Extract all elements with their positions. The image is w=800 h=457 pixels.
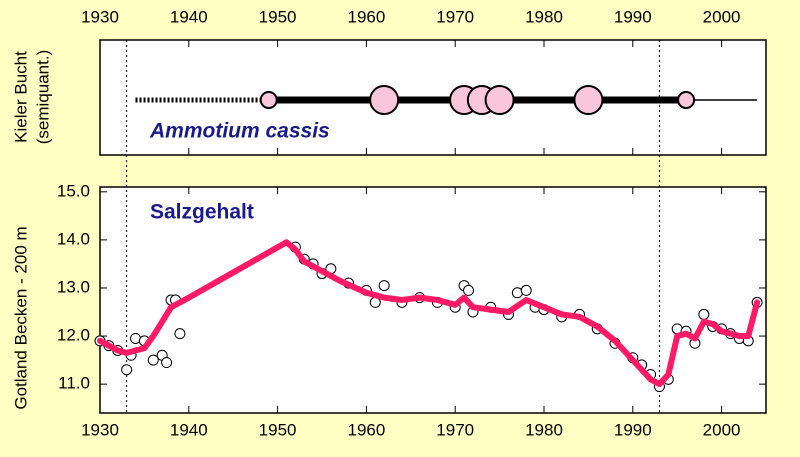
abundance-circle	[369, 85, 400, 115]
y-label: (semiquant.)	[33, 50, 52, 144]
x-tick-label: 2000	[703, 7, 741, 26]
y-tick-label: 13.0	[57, 277, 90, 296]
x-tick-label: 2000	[703, 420, 741, 439]
data-point	[161, 357, 173, 369]
y-tick-label: 12.0	[57, 326, 90, 345]
x-tick-label: 1940	[170, 7, 208, 26]
y-tick-label: 14.0	[57, 229, 90, 248]
y-label: Gotland Becken - 200 m	[11, 226, 30, 409]
x-tick-label: 1930	[81, 7, 119, 26]
species-label: Ammotium cassis	[149, 120, 330, 143]
x-tick-label: 1990	[614, 420, 652, 439]
trend-line	[97, 239, 761, 388]
abundance-circle	[677, 91, 696, 109]
x-tick-label: 1990	[614, 7, 652, 26]
y-tick-label: 15.0	[57, 181, 90, 200]
data-point	[378, 280, 390, 292]
x-tick-label: 1960	[347, 420, 385, 439]
x-tick-label: 1930	[81, 420, 119, 439]
abundance-circle	[484, 85, 515, 115]
data-point	[121, 364, 133, 376]
x-tick-label: 1960	[347, 7, 385, 26]
x-tick-label: 1950	[259, 7, 297, 26]
x-tick-label: 1940	[170, 420, 208, 439]
data-point	[174, 328, 186, 340]
x-tick-label: 1950	[259, 420, 297, 439]
data-point	[698, 308, 710, 320]
x-tick-label: 1980	[525, 420, 563, 439]
data-point	[520, 284, 532, 296]
x-tick-label: 1970	[436, 420, 474, 439]
y-tick-label: 11.0	[58, 374, 90, 393]
abundance-circle	[573, 85, 604, 115]
data-point	[463, 284, 475, 296]
data-point	[147, 354, 159, 366]
abundance-circle	[259, 91, 278, 109]
x-tick-label: 1980	[525, 7, 563, 26]
salinity-label: Salzgehalt	[150, 201, 254, 224]
y-label: Kieler Bucht	[11, 51, 30, 143]
x-tick-label: 1970	[436, 7, 474, 26]
